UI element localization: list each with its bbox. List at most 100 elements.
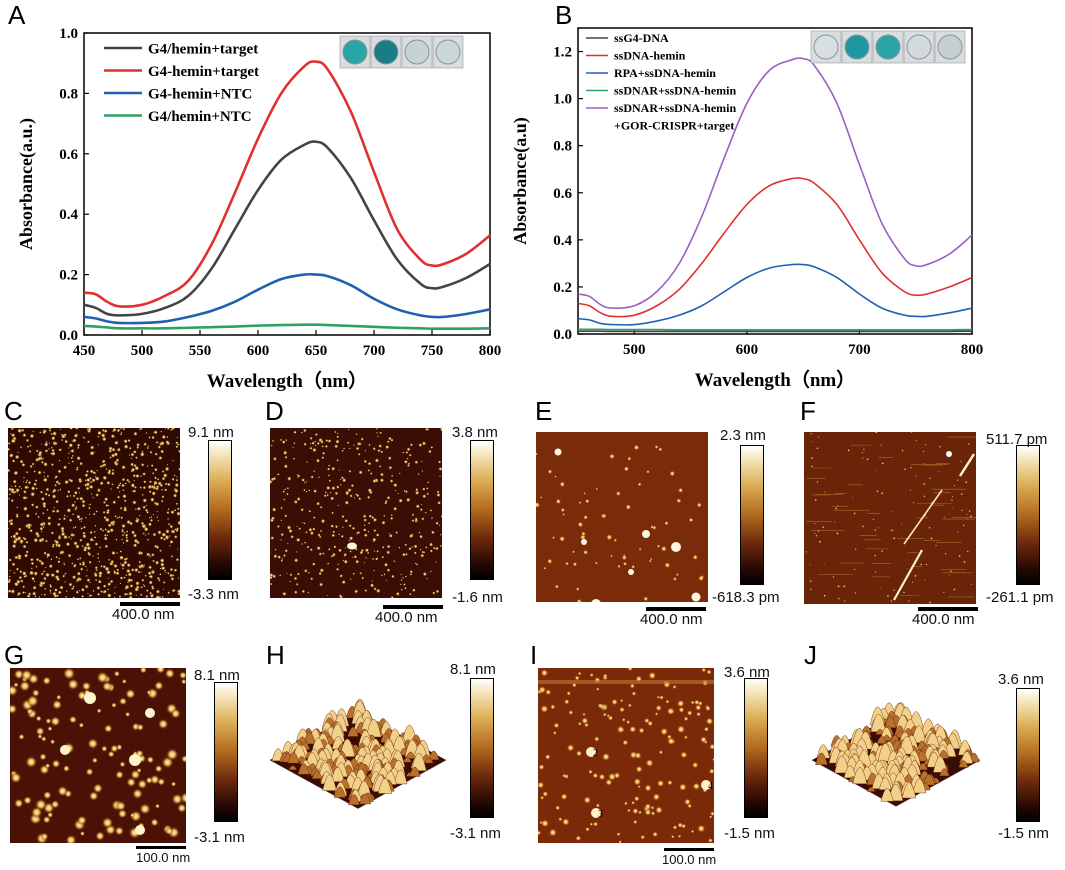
afm-particle — [123, 592, 128, 597]
afm-particle — [44, 492, 48, 496]
afm-particle — [124, 482, 127, 485]
afm-particle — [861, 457, 864, 460]
afm-particle — [356, 441, 361, 447]
afm-particle — [387, 456, 392, 461]
afm-particle — [664, 520, 669, 526]
afm-particle — [369, 583, 375, 588]
afm-particle — [94, 565, 99, 570]
afm-particle — [565, 561, 569, 566]
afm-particle — [8, 497, 11, 500]
afm-particle — [363, 533, 368, 538]
y-tick-label: 1.2 — [553, 45, 572, 61]
afm-particle — [282, 450, 288, 456]
x-tick-label: 700 — [848, 342, 871, 358]
afm-particle — [125, 538, 130, 543]
panel-label-d: D — [265, 396, 284, 426]
legend-label-5: ssDNAR+ssDNA-hemin — [614, 101, 737, 115]
afm-particle — [874, 528, 877, 532]
afm-particle — [392, 506, 398, 511]
afm-particle — [589, 672, 594, 678]
afm-particle — [616, 832, 621, 837]
afm-particle — [303, 481, 306, 484]
afm-particle — [116, 485, 120, 490]
afm-particle — [560, 793, 568, 801]
afm-particle — [171, 477, 175, 482]
afm-particle — [114, 440, 119, 445]
scalebar-label-c: 400.0 nm — [112, 606, 175, 623]
afm-particle — [115, 800, 127, 812]
afm-particle — [128, 591, 133, 597]
afm-particle — [282, 490, 286, 494]
afm-particle — [922, 450, 925, 453]
afm-particle — [142, 471, 147, 476]
photo-well — [906, 34, 932, 60]
afm-particle — [658, 750, 664, 755]
afm-particle — [300, 431, 303, 434]
afm-particle — [143, 480, 147, 484]
afm-particle — [417, 473, 420, 476]
afm-particle — [66, 516, 68, 518]
afm-particle — [386, 440, 390, 444]
afm-particle — [318, 571, 322, 576]
afm-particle — [75, 590, 80, 595]
afm-particle — [106, 588, 110, 591]
afm-particle — [164, 428, 167, 430]
afm-particle — [81, 594, 85, 598]
afm-particle — [420, 460, 423, 463]
afm-particle — [923, 462, 925, 465]
afm-particle — [374, 458, 380, 463]
afm-particle — [165, 748, 179, 761]
afm-particle — [279, 438, 283, 442]
afm-particle — [74, 428, 79, 431]
afm-particle — [17, 428, 23, 434]
afm-particle — [103, 429, 108, 434]
afm-peak — [918, 763, 928, 771]
afm-particle — [155, 440, 159, 444]
afm-particle — [355, 559, 360, 564]
afm-particle — [50, 462, 55, 467]
afm-particle — [28, 570, 35, 576]
afm-particle — [424, 546, 428, 549]
afm-particle — [949, 569, 953, 573]
afm-particle — [157, 519, 160, 522]
afm-particle — [166, 463, 169, 466]
afm-particle — [627, 668, 634, 672]
afm-particle — [35, 565, 38, 568]
afm-particle — [71, 562, 74, 565]
afm-particle — [635, 765, 643, 773]
afm-marker-label: 4 — [708, 781, 713, 792]
afm-particle — [22, 495, 27, 500]
afm-particle — [26, 707, 34, 716]
afm-particle — [302, 428, 307, 433]
afm-particle — [923, 495, 926, 498]
y-tick-label: 1.0 — [59, 26, 78, 42]
afm-bright-particle — [145, 708, 155, 718]
y-tick-label: 0.2 — [553, 280, 572, 296]
afm-particle — [678, 706, 685, 713]
afm-particle — [73, 433, 79, 439]
afm-peak — [347, 726, 359, 737]
afm-particle — [296, 476, 299, 479]
afm-particle — [29, 557, 34, 562]
afm-particle — [281, 557, 284, 561]
afm-particle — [317, 476, 321, 479]
afm-particle — [114, 826, 125, 836]
afm-particle — [273, 554, 278, 559]
afm-particle — [68, 462, 71, 465]
afm-particle — [29, 464, 33, 469]
afm-particle — [131, 490, 134, 492]
afm-particle — [597, 702, 603, 709]
afm-particle — [170, 708, 181, 719]
afm-particle — [150, 818, 159, 827]
afm-particle — [348, 523, 352, 528]
afm-particle — [659, 695, 664, 700]
afm-particle — [383, 514, 386, 518]
afm-particle — [113, 563, 118, 569]
afm-particle — [119, 432, 123, 436]
afm-particle — [149, 555, 152, 558]
afm-particle — [104, 528, 108, 531]
afm-particle — [105, 467, 108, 471]
scalebar-label-g: 100.0 nm — [136, 850, 191, 865]
afm-particle — [953, 484, 956, 487]
